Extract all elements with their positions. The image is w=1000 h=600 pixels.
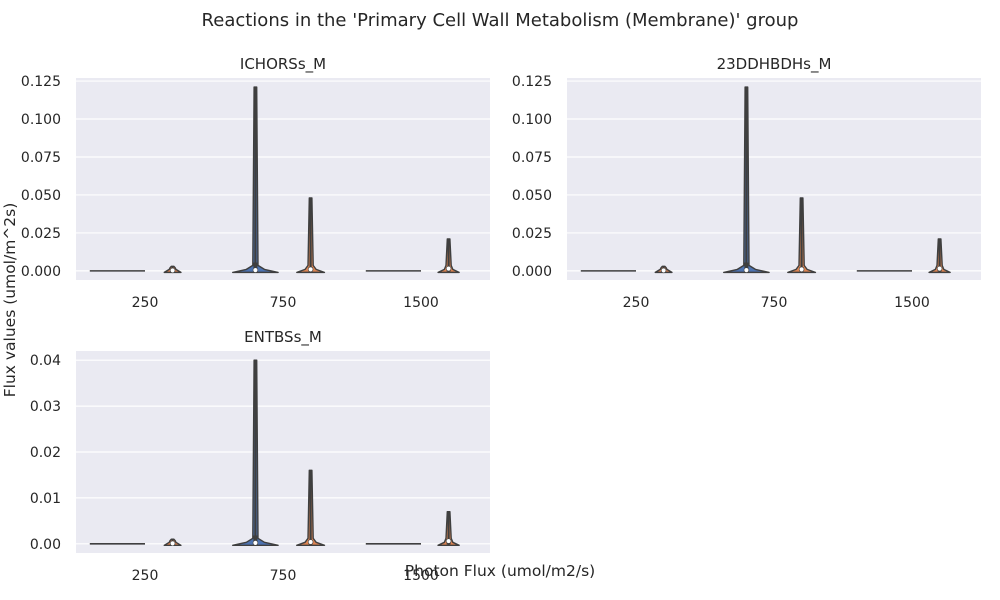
x-tick-label: 250 bbox=[132, 568, 159, 584]
y-tick-label: 0.125 bbox=[512, 74, 552, 90]
y-tick-label: 0.000 bbox=[512, 264, 552, 280]
x-tick-label: 750 bbox=[270, 295, 297, 311]
figure-title: Reactions in the 'Primary Cell Wall Meta… bbox=[202, 10, 799, 31]
violin-box bbox=[253, 535, 258, 545]
x-tick-label: 1500 bbox=[403, 295, 439, 311]
median-marker bbox=[169, 267, 176, 274]
x-axis-label: Photon Flux (umol/m2/s) bbox=[405, 562, 595, 580]
y-axis-label: Flux values (umol/m^2s) bbox=[1, 203, 19, 398]
violin-right-1500 bbox=[928, 238, 951, 274]
median-marker bbox=[445, 265, 452, 272]
median-marker bbox=[798, 266, 805, 273]
median-marker bbox=[252, 540, 259, 546]
y-tick-label: 0.075 bbox=[512, 150, 552, 166]
subplot-3: ENTBSs_M 0.00 0.01 0.02 0.03 0.04 250 750 1500 bbox=[30, 328, 490, 584]
violin-right-1500 bbox=[437, 238, 460, 274]
median-marker bbox=[169, 540, 176, 547]
x-tick-label: 750 bbox=[270, 568, 297, 584]
plot-area bbox=[76, 78, 490, 280]
y-tick-label: 0.050 bbox=[512, 188, 552, 204]
median-marker bbox=[936, 265, 943, 272]
y-tick-label: 0.01 bbox=[30, 491, 61, 507]
x-tick-label: 250 bbox=[132, 295, 159, 311]
subplot-title: ICHORSs_M bbox=[240, 55, 326, 74]
violin-box bbox=[744, 262, 749, 272]
y-tick-label: 0.025 bbox=[21, 226, 61, 242]
median-marker bbox=[660, 267, 667, 274]
y-tick-label: 0.04 bbox=[30, 353, 61, 369]
median-marker bbox=[743, 267, 750, 273]
median-marker bbox=[307, 266, 314, 273]
violin-left-750 bbox=[231, 86, 279, 274]
y-tick-label: 0.00 bbox=[30, 537, 61, 553]
y-tick-label: 0.075 bbox=[21, 150, 61, 166]
violin-left-750 bbox=[232, 359, 279, 547]
subplot-title: ENTBSs_M bbox=[244, 328, 322, 347]
y-tick-label: 0.000 bbox=[21, 264, 61, 280]
y-tick-label: 0.025 bbox=[512, 226, 552, 242]
violin-right-750 bbox=[296, 469, 326, 547]
plot-area bbox=[567, 78, 981, 280]
y-tick-label: 0.050 bbox=[21, 188, 61, 204]
subplot-2: 23DDHBDHs_M 0.000 0.025 0.050 0.075 0.100 0.12… bbox=[512, 55, 981, 311]
y-tick-label: 0.100 bbox=[21, 112, 61, 128]
median-marker bbox=[252, 267, 259, 273]
violin-box bbox=[253, 262, 258, 272]
violin-left-750 bbox=[722, 86, 770, 274]
x-tick-label: 750 bbox=[761, 295, 788, 311]
y-tick-label: 0.03 bbox=[30, 399, 61, 415]
subplot-1: ICHORSs_M 0.000 0.025 0.050 0.075 0.100 0.125 2… bbox=[21, 55, 490, 311]
median-marker bbox=[445, 538, 452, 544]
violin-right-250 bbox=[163, 265, 182, 274]
violin-right-250 bbox=[163, 538, 182, 547]
x-tick-label: 1500 bbox=[894, 295, 930, 311]
violin-right-750 bbox=[787, 197, 817, 274]
subplot-title: 23DDHBDHs_M bbox=[717, 55, 832, 74]
median-marker bbox=[307, 539, 314, 545]
y-tick-label: 0.100 bbox=[512, 112, 552, 128]
violin-right-250 bbox=[654, 265, 673, 274]
x-tick-label: 1500 bbox=[403, 568, 439, 584]
y-tick-label: 0.02 bbox=[30, 445, 61, 461]
violin-right-750 bbox=[296, 197, 326, 274]
y-tick-label: 0.125 bbox=[21, 74, 61, 90]
violin-right-1500 bbox=[437, 510, 460, 547]
subplot-panels: ICHORSs_M0.0000.0250.0500.0750.1000.1252… bbox=[21, 55, 981, 584]
x-tick-label: 250 bbox=[623, 295, 650, 311]
